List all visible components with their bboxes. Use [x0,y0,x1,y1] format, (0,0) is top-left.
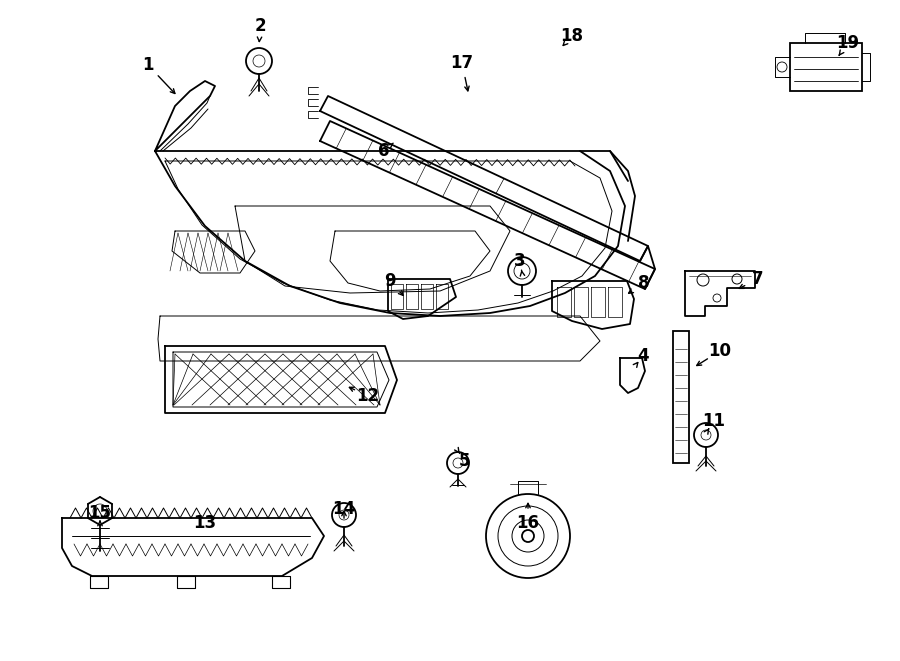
Text: 15: 15 [88,504,112,522]
Text: 11: 11 [703,412,725,430]
Text: 13: 13 [194,514,217,532]
Text: 2: 2 [254,17,266,35]
Text: 3: 3 [514,252,526,270]
Text: 9: 9 [384,272,396,290]
Text: 8: 8 [638,274,650,292]
Text: 1: 1 [142,56,154,74]
Text: 14: 14 [332,500,356,518]
Bar [790,43,862,91]
Text: 6: 6 [378,142,390,160]
Text: 5: 5 [459,452,471,470]
Text: 12: 12 [356,387,380,405]
Text: 17: 17 [450,54,473,72]
Text: 4: 4 [637,347,649,365]
Text: 7: 7 [752,270,764,288]
Bar [673,331,689,463]
Text: 19: 19 [836,34,860,52]
Text: 18: 18 [561,27,583,45]
Text: 16: 16 [517,514,539,532]
Text: 10: 10 [708,342,732,360]
